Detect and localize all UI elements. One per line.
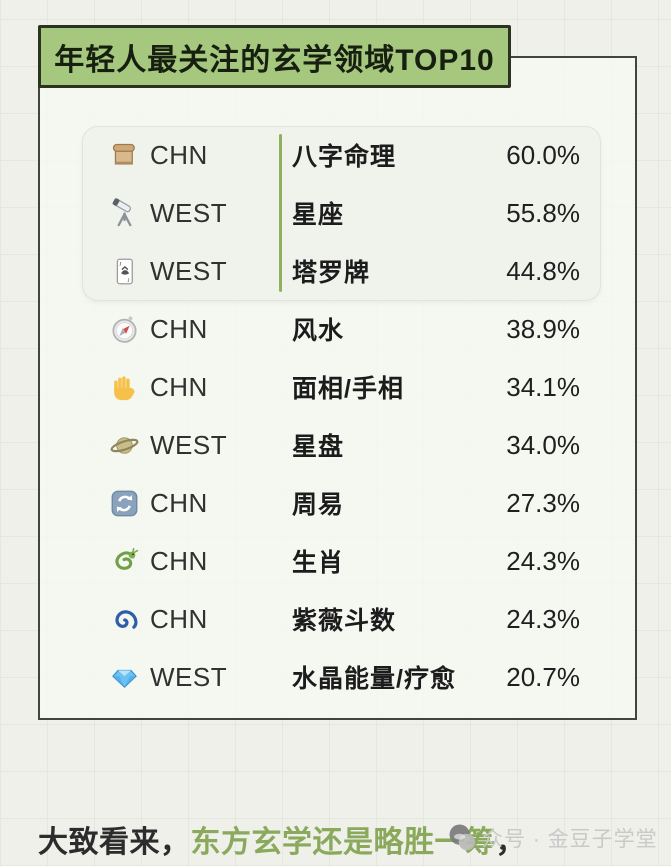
page-title-text: 年轻人最关注的玄学领域TOP10 bbox=[54, 43, 495, 77]
category-label: 塔罗牌 bbox=[292, 259, 371, 287]
origin-label: WEST bbox=[150, 661, 228, 692]
origin-label: WEST bbox=[150, 429, 228, 460]
table-row: WEST 水晶能量/疗愈 20.7% bbox=[40, 648, 635, 706]
svg-text:J: J bbox=[119, 261, 122, 267]
gem-icon bbox=[104, 658, 144, 696]
telescope-icon bbox=[104, 194, 144, 232]
percent-value: 60.0% bbox=[506, 139, 580, 170]
scroll-icon bbox=[104, 136, 144, 174]
ringed-planet-icon bbox=[104, 426, 144, 464]
cycle-arrows-icon bbox=[104, 484, 144, 522]
watermark-text: 众号 · 金豆子学堂 bbox=[482, 828, 658, 851]
category-label: 面相/手相 bbox=[292, 375, 404, 403]
top3-green-divider bbox=[279, 134, 282, 292]
watermark-logo-icon bbox=[449, 824, 476, 851]
caption-prefix: 大致看来， bbox=[38, 826, 191, 859]
origin-label: WEST bbox=[150, 255, 228, 286]
percent-value: 27.3% bbox=[506, 487, 580, 518]
category-label: 风水 bbox=[292, 317, 345, 345]
top3-highlight-box bbox=[82, 126, 601, 301]
percent-value: 34.0% bbox=[506, 429, 580, 460]
percent-value: 34.1% bbox=[506, 371, 580, 402]
origin-label: CHN bbox=[150, 313, 208, 344]
table-row: CHN 面相/手相 34.1% bbox=[40, 358, 635, 416]
caption-suffix: ， bbox=[495, 826, 526, 859]
percent-value: 55.8% bbox=[506, 197, 580, 228]
caption: 大致看来，东方玄学还是略胜一筹， bbox=[38, 817, 526, 861]
svg-text:J: J bbox=[127, 277, 130, 283]
compass-icon bbox=[104, 310, 144, 348]
category-label: 八字命理 bbox=[292, 143, 397, 171]
table-row: CHN 生肖 24.3% bbox=[40, 532, 635, 590]
watermark: 众号 · 金豆子学堂 bbox=[447, 822, 658, 854]
raised-hand-icon bbox=[104, 368, 144, 406]
caption-highlight: 东方玄学还是略胜一筹 bbox=[190, 826, 496, 859]
cyclone-icon bbox=[104, 600, 144, 638]
category-label: 水晶能量/疗愈 bbox=[292, 665, 456, 693]
origin-label: CHN bbox=[150, 603, 208, 634]
origin-label: CHN bbox=[150, 545, 208, 576]
percent-value: 38.9% bbox=[506, 313, 580, 344]
origin-label: CHN bbox=[150, 371, 208, 402]
percent-value: 20.7% bbox=[506, 661, 580, 692]
origin-label: CHN bbox=[150, 487, 208, 518]
table-row: WEST 星座 55.8% bbox=[40, 184, 635, 242]
percent-value: 24.3% bbox=[506, 603, 580, 634]
category-label: 星盘 bbox=[292, 433, 345, 461]
table-row: CHN 紫薇斗数 24.3% bbox=[40, 590, 635, 648]
table-row: CHN 周易 27.3% bbox=[40, 474, 635, 532]
category-label: 周易 bbox=[292, 491, 345, 519]
category-label: 紫薇斗数 bbox=[292, 607, 397, 635]
origin-label: CHN bbox=[150, 139, 208, 170]
category-label: 生肖 bbox=[292, 549, 345, 577]
table-row: CHN 风水 38.9% bbox=[40, 300, 635, 358]
category-label: 星座 bbox=[292, 201, 345, 229]
page-title: 年轻人最关注的玄学领域TOP10 bbox=[38, 25, 511, 88]
origin-label: WEST bbox=[150, 197, 228, 228]
percent-value: 44.8% bbox=[506, 255, 580, 286]
table-row: CHN 八字命理 60.0% bbox=[40, 126, 635, 184]
table-row: WEST 星盘 34.0% bbox=[40, 416, 635, 474]
dragon-icon bbox=[104, 542, 144, 580]
percent-value: 24.3% bbox=[506, 545, 580, 576]
